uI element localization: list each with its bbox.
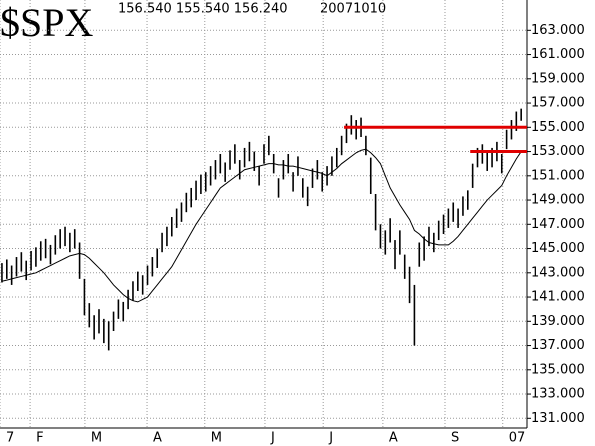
y-tick-label: 135.000 — [531, 362, 585, 377]
y-tick-label: 131.000 — [531, 411, 585, 426]
y-tick-label: 161.000 — [531, 47, 585, 62]
y-tick-label: 153.000 — [531, 144, 585, 159]
date: 20071010 — [320, 2, 386, 17]
quote: 156.540 155.540 156.240 — [118, 2, 288, 17]
x-tick-label: A — [153, 431, 162, 446]
y-tick-label: 143.000 — [531, 265, 585, 280]
x-tick-label: 07 — [509, 431, 526, 446]
x-tick-label: M — [91, 431, 102, 446]
y-tick-label: 145.000 — [531, 241, 585, 256]
y-tick-label: 141.000 — [531, 290, 585, 305]
y-tick-label: 149.000 — [531, 193, 585, 208]
moving-average — [1, 148, 522, 303]
y-tick-label: 133.000 — [531, 387, 585, 402]
y-tick-label: 151.000 — [531, 168, 585, 183]
y-tick-label: 159.000 — [531, 71, 585, 86]
y-tick-label: 147.000 — [531, 217, 585, 232]
y-tick-label: 163.000 — [531, 23, 585, 38]
chart-title: $SPX — [0, 0, 93, 45]
y-tick-label: 139.000 — [531, 314, 585, 329]
x-tick-label: J — [328, 431, 333, 446]
x-tick-label: J — [270, 431, 275, 446]
y-tick-label: 137.000 — [531, 338, 585, 353]
x-tick-label: S — [451, 431, 459, 446]
x-tick-label: M — [211, 431, 222, 446]
x-tick-label: F — [36, 431, 43, 446]
y-tick-label: 155.000 — [531, 120, 585, 135]
x-tick-label: 7 — [6, 431, 14, 446]
y-tick-label: 157.000 — [531, 96, 585, 111]
x-tick-label: A — [389, 431, 398, 446]
